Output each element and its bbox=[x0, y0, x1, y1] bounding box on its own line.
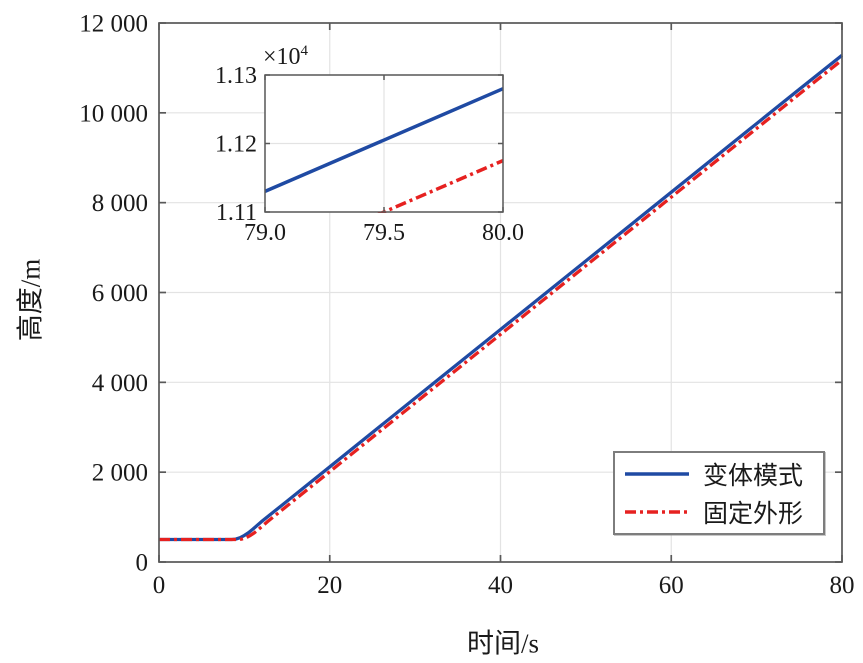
svg-text:79.0: 79.0 bbox=[244, 220, 286, 246]
svg-text:6 000: 6 000 bbox=[92, 280, 148, 307]
legend-label: 固定外形 bbox=[703, 500, 804, 528]
x-axis-label: 时间/s bbox=[466, 628, 540, 659]
svg-text:40: 40 bbox=[488, 572, 513, 599]
svg-text:8 000: 8 000 bbox=[92, 190, 148, 217]
svg-text:0: 0 bbox=[136, 550, 149, 577]
legend-box: 变体模式 固定外形 bbox=[613, 451, 825, 535]
svg-text:79.5: 79.5 bbox=[363, 220, 405, 246]
svg-text:12 000: 12 000 bbox=[79, 11, 148, 38]
legend-label: 变体模式 bbox=[703, 463, 804, 491]
svg-text:80.0: 80.0 bbox=[482, 220, 524, 246]
legend-item-fixed-shape: 固定外形 bbox=[615, 494, 823, 530]
svg-text:0: 0 bbox=[153, 572, 166, 599]
svg-text:60: 60 bbox=[659, 572, 684, 599]
legend-line-dashdot bbox=[625, 509, 689, 514]
svg-text:1.12: 1.12 bbox=[215, 132, 257, 158]
svg-text:1.13: 1.13 bbox=[215, 63, 257, 89]
svg-text:80: 80 bbox=[830, 572, 855, 599]
svg-text:1.11: 1.11 bbox=[216, 200, 257, 226]
inset-exponent-label: ×104 bbox=[263, 43, 308, 71]
svg-text:2 000: 2 000 bbox=[92, 460, 148, 487]
svg-text:20: 20 bbox=[317, 572, 342, 599]
legend-line-solid bbox=[625, 472, 689, 477]
inset-exponent-base: ×10 bbox=[263, 44, 301, 70]
y-axis-label: 高度/m bbox=[15, 258, 46, 342]
legend-item-morphing-mode: 变体模式 bbox=[615, 456, 823, 492]
svg-text:10 000: 10 000 bbox=[79, 100, 148, 127]
inset-exponent-power: 4 bbox=[300, 43, 309, 59]
svg-text:4 000: 4 000 bbox=[92, 370, 148, 397]
